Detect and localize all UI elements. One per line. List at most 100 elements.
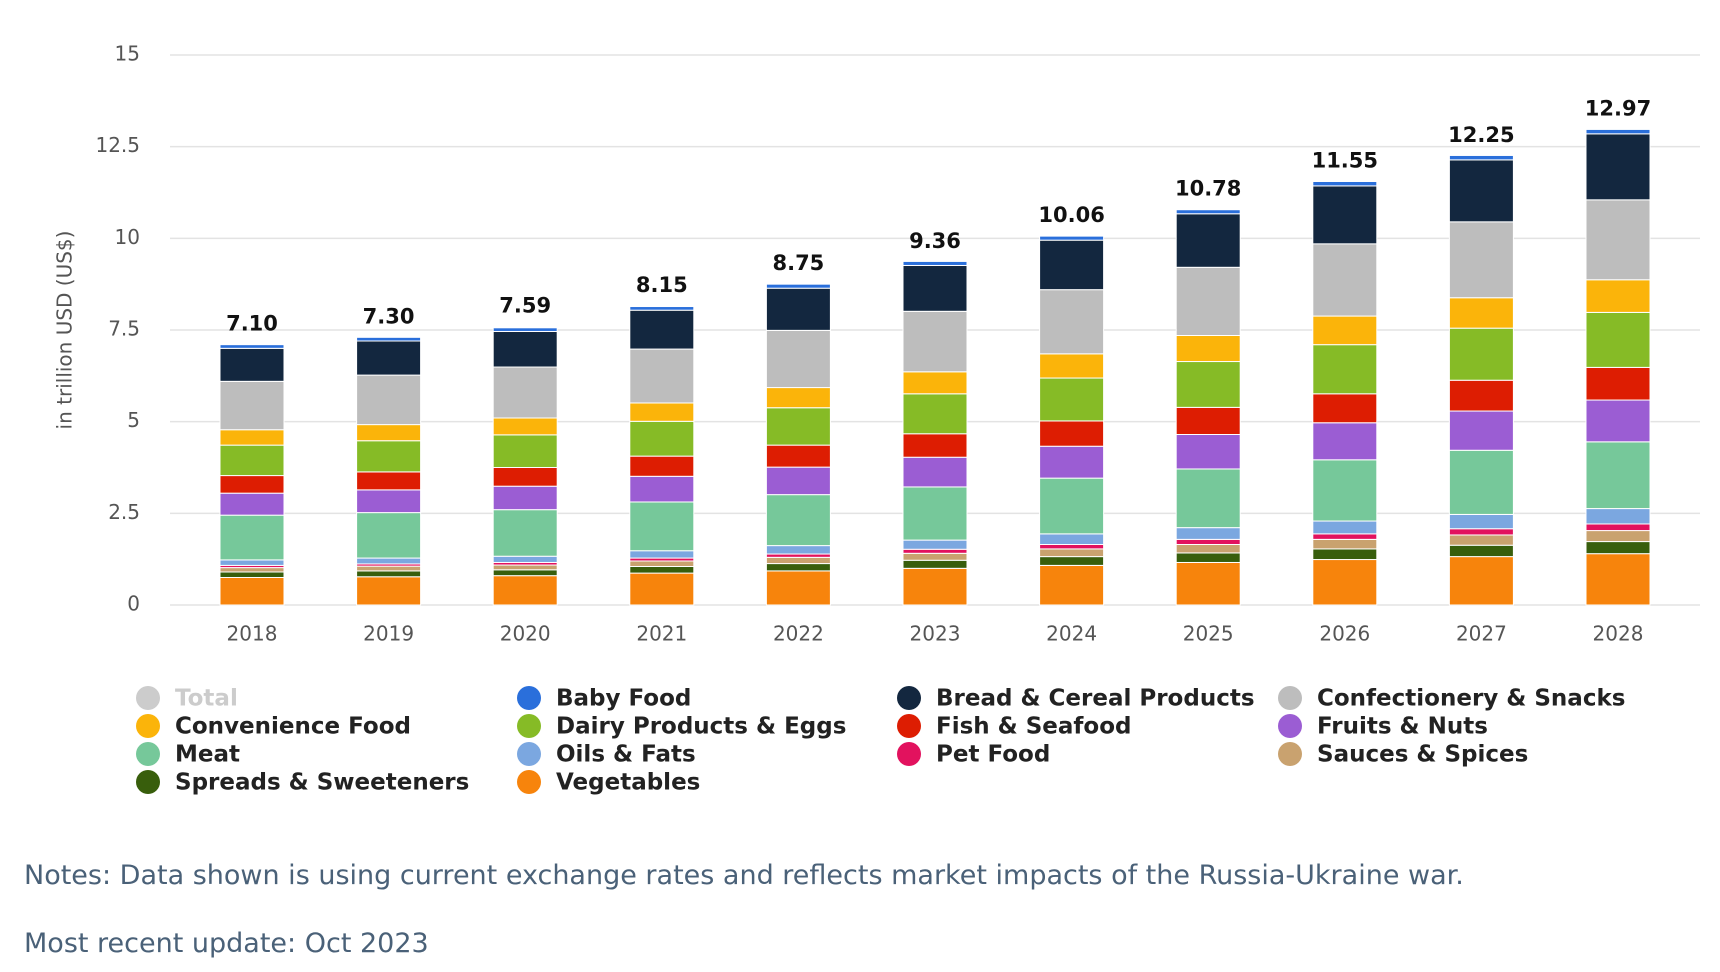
legend-marker[interactable] bbox=[897, 686, 921, 710]
bar-segment bbox=[356, 374, 422, 426]
bar-segment bbox=[492, 434, 558, 469]
bar-segment bbox=[629, 566, 695, 574]
legend-label[interactable]: Baby Food bbox=[556, 686, 691, 712]
y-tick-label: 15 bbox=[115, 42, 140, 66]
bar-segment bbox=[1448, 297, 1514, 329]
bar-segment bbox=[492, 485, 558, 511]
bar-segment bbox=[629, 309, 695, 350]
total-label: 8.15 bbox=[636, 273, 688, 297]
bar-segment bbox=[1312, 185, 1378, 245]
legend-label[interactable]: Spreads & Sweeteners bbox=[175, 770, 469, 796]
y-tick-label: 5 bbox=[127, 408, 140, 432]
bar-segment bbox=[1312, 520, 1378, 535]
legend-marker[interactable] bbox=[517, 770, 541, 794]
y-tick-label: 12.5 bbox=[95, 133, 140, 157]
bar-segment bbox=[1448, 449, 1514, 515]
legend-marker[interactable] bbox=[136, 686, 160, 710]
bar-segment bbox=[1448, 534, 1514, 546]
bar-segment bbox=[1585, 508, 1651, 525]
bar-segment bbox=[1448, 513, 1514, 530]
y-tick-label: 10 bbox=[115, 225, 140, 249]
y-tick-label: 0 bbox=[127, 592, 140, 616]
legend-label[interactable]: Fruits & Nuts bbox=[1317, 714, 1488, 740]
bar-segment bbox=[1448, 221, 1514, 299]
legend-label[interactable]: Oils & Fats bbox=[556, 742, 696, 768]
bar-segment bbox=[765, 494, 831, 547]
legend-marker[interactable] bbox=[136, 714, 160, 738]
legend-marker[interactable] bbox=[136, 770, 160, 794]
bar-segment bbox=[765, 570, 831, 606]
bar-segment bbox=[356, 336, 422, 342]
legend-label[interactable]: Total bbox=[175, 686, 238, 712]
bar-segment bbox=[765, 466, 831, 496]
bar-segment bbox=[492, 564, 558, 571]
legend-label[interactable]: Convenience Food bbox=[175, 714, 411, 740]
bar-segment bbox=[1039, 544, 1105, 550]
legend-marker[interactable] bbox=[1278, 714, 1302, 738]
legend-marker[interactable] bbox=[517, 742, 541, 766]
bar-segment bbox=[629, 420, 695, 457]
total-label: 12.97 bbox=[1585, 96, 1651, 120]
bar-segment bbox=[219, 475, 285, 494]
bar-segment bbox=[1175, 335, 1241, 363]
bar-segment bbox=[356, 489, 422, 514]
bar-segment bbox=[902, 456, 968, 488]
total-label: 10.78 bbox=[1175, 177, 1241, 201]
legend-label[interactable]: Bread & Cereal Products bbox=[936, 686, 1255, 712]
bar-segment bbox=[356, 440, 422, 473]
legend-label[interactable]: Pet Food bbox=[936, 742, 1050, 768]
bar-segment bbox=[492, 575, 558, 606]
bar-segment bbox=[1312, 344, 1378, 395]
bar-segment bbox=[219, 514, 285, 561]
bar-segment bbox=[1585, 541, 1651, 555]
bar-segment bbox=[765, 563, 831, 572]
legend-label[interactable]: Meat bbox=[175, 742, 240, 768]
bar-segment bbox=[219, 380, 285, 431]
bar-segment bbox=[1312, 533, 1378, 540]
bar-segment bbox=[629, 306, 695, 311]
bar-segment bbox=[1585, 399, 1651, 443]
legend-marker[interactable] bbox=[897, 742, 921, 766]
legend-marker[interactable] bbox=[136, 742, 160, 766]
legend-label[interactable]: Vegetables bbox=[556, 770, 700, 796]
legend-marker[interactable] bbox=[517, 714, 541, 738]
bar-segment bbox=[1448, 556, 1514, 606]
bar-segment bbox=[1175, 361, 1241, 408]
bar-segment bbox=[1312, 559, 1378, 606]
legend-label[interactable]: Dairy Products & Eggs bbox=[556, 714, 846, 740]
total-label: 9.36 bbox=[909, 229, 961, 253]
bar-segment bbox=[1039, 239, 1105, 291]
bar-segment bbox=[1039, 564, 1105, 606]
bar-segment bbox=[902, 264, 968, 312]
bar-segment bbox=[1039, 377, 1105, 422]
bar-segment bbox=[1175, 434, 1241, 470]
total-label: 10.06 bbox=[1038, 203, 1104, 227]
bar-segment bbox=[1312, 459, 1378, 522]
bar-segment bbox=[629, 402, 695, 422]
bar-segment bbox=[1039, 420, 1105, 447]
x-tick-label: 2025 bbox=[1183, 622, 1234, 646]
legend-marker[interactable] bbox=[897, 714, 921, 738]
bar-segment bbox=[219, 559, 285, 566]
bar-segment bbox=[219, 577, 285, 606]
y-tick-label: 7.5 bbox=[108, 317, 140, 341]
legend-label[interactable]: Fish & Seafood bbox=[936, 714, 1132, 740]
legend-marker[interactable] bbox=[1278, 742, 1302, 766]
bar-segment bbox=[356, 512, 422, 559]
legend-label[interactable]: Sauces & Spices bbox=[1317, 742, 1528, 768]
bar-segment bbox=[356, 565, 422, 572]
total-label: 7.59 bbox=[499, 294, 551, 318]
legend-marker[interactable] bbox=[517, 686, 541, 710]
legend-label[interactable]: Confectionery & Snacks bbox=[1317, 686, 1625, 712]
bar-segment bbox=[1175, 266, 1241, 336]
bar-segment bbox=[1175, 544, 1241, 554]
bar-segment bbox=[1039, 445, 1105, 479]
bar-segment bbox=[902, 433, 968, 458]
bar-segment bbox=[219, 567, 285, 573]
bar-segment bbox=[1175, 209, 1241, 215]
chart: in trillion USD (US$) 0 2.5 5 7.5 10 12.5 15 20… bbox=[53, 42, 1700, 796]
bar-segment bbox=[629, 501, 695, 552]
legend-marker[interactable] bbox=[1278, 686, 1302, 710]
bar-segment bbox=[1175, 213, 1241, 268]
bar-segment bbox=[629, 455, 695, 477]
